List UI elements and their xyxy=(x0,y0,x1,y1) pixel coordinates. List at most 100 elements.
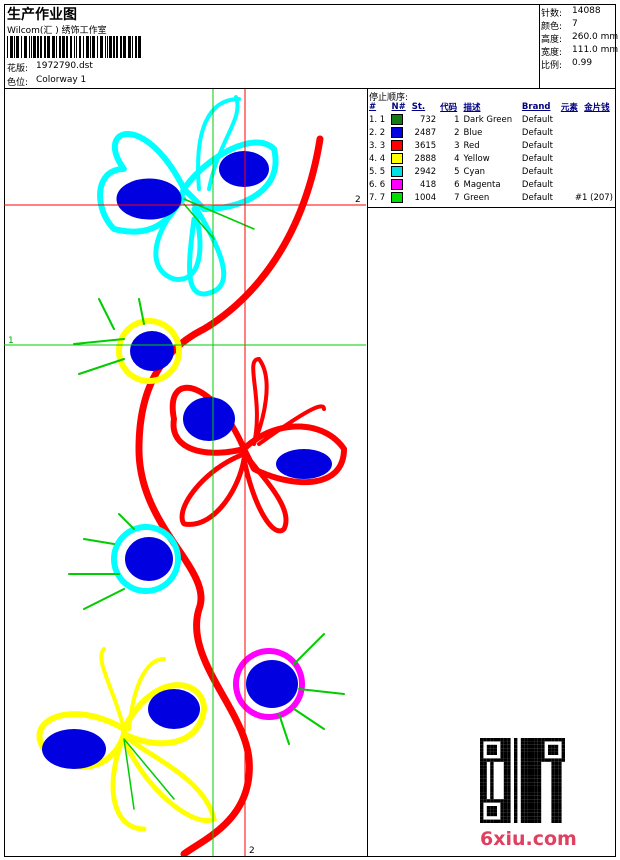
qr-cell xyxy=(490,775,494,779)
qr-cell xyxy=(537,792,542,796)
qr-cell xyxy=(534,809,538,813)
row-index: 3. 3 xyxy=(369,140,386,151)
qr-cell xyxy=(507,738,511,742)
qr-cell xyxy=(527,775,531,779)
color-swatch xyxy=(391,114,404,125)
stitches: 2487 xyxy=(414,127,437,138)
qr-cell xyxy=(558,816,562,820)
qr-cell xyxy=(531,768,535,772)
qr-cell xyxy=(524,775,528,779)
qr-cell xyxy=(507,806,511,810)
qr-cell xyxy=(531,758,535,762)
qr-cell xyxy=(524,761,528,766)
qr-cell xyxy=(483,785,487,789)
qr-cell xyxy=(497,758,501,762)
qr-cell xyxy=(493,751,497,755)
qr-cell xyxy=(554,778,559,783)
barcode-bar xyxy=(33,36,36,58)
qr-cell xyxy=(558,789,562,793)
qr-cell xyxy=(514,799,518,803)
qr-cell xyxy=(483,758,487,762)
barcode-bar xyxy=(74,36,75,58)
barcode-bar xyxy=(109,36,112,58)
qr-cell xyxy=(541,755,545,759)
code: 7 xyxy=(454,192,460,203)
stop-table: # N# St. 代码 描述 Brand 元素 金片钱 1. 1 732 1 Dark Green De… xyxy=(367,101,615,204)
qr-cell xyxy=(524,744,528,749)
qr-cell xyxy=(514,755,518,759)
qr-cell xyxy=(561,744,565,749)
qr-cell xyxy=(561,741,565,745)
frame xyxy=(4,4,616,857)
qr-cell xyxy=(507,744,511,749)
qr-cell xyxy=(514,782,518,786)
qr-cell xyxy=(486,748,491,752)
barcode-bar xyxy=(70,36,72,58)
qr-cell xyxy=(534,751,538,755)
qr-cell xyxy=(537,816,542,820)
qr-cell xyxy=(554,782,559,786)
stitches: 1004 xyxy=(414,192,437,203)
qr-cell xyxy=(541,751,545,755)
qr-cell xyxy=(524,809,528,813)
qr-cell xyxy=(480,792,484,796)
code: 1 xyxy=(454,114,460,125)
qr-cell xyxy=(534,806,538,810)
qr-cell xyxy=(541,741,545,745)
qr-cell xyxy=(507,799,511,803)
qr-cell xyxy=(507,816,511,820)
qr-cell xyxy=(531,819,535,823)
qr-cell xyxy=(524,738,528,742)
qr-cell xyxy=(537,806,542,810)
qr-cell xyxy=(558,802,562,806)
swatch-cell xyxy=(389,165,409,178)
description: Cyan xyxy=(463,166,486,177)
qr-cell xyxy=(558,795,562,800)
qr-cell xyxy=(561,758,565,762)
qr-cell xyxy=(554,772,559,776)
qr-cell xyxy=(490,785,494,789)
qr-cell xyxy=(480,758,484,762)
code: 3 xyxy=(454,140,460,151)
qr-cell xyxy=(520,806,525,810)
qr-cell xyxy=(480,775,484,779)
qr-cell xyxy=(551,809,555,813)
qr-cell xyxy=(554,738,559,742)
qr-cell xyxy=(548,758,552,762)
qr-cell xyxy=(558,809,562,813)
barcode-bar xyxy=(44,36,46,58)
barcode-bar xyxy=(107,36,108,58)
qr-cell xyxy=(520,819,525,823)
column-header: # xyxy=(369,102,377,112)
qr-cell xyxy=(507,758,511,762)
qr-cell xyxy=(554,768,559,772)
qr-cell xyxy=(483,778,487,783)
barcode-bar xyxy=(116,36,118,58)
stat-value: 14088 xyxy=(572,6,601,16)
qr-cell xyxy=(514,768,518,772)
swatch-cell xyxy=(389,178,409,191)
qr-cell xyxy=(497,819,501,823)
color-swatch xyxy=(391,192,404,203)
qr-cell xyxy=(527,819,531,823)
qr-cell xyxy=(500,806,504,810)
description: Blue xyxy=(463,127,483,138)
qr-cell xyxy=(480,744,484,749)
barcode-bar xyxy=(62,36,65,58)
row-index: 6. 6 xyxy=(369,179,386,190)
qr-cell xyxy=(483,761,487,766)
qr-cell xyxy=(514,744,518,749)
qr-cell xyxy=(503,761,508,766)
qr-cell xyxy=(534,772,538,776)
qr-cell xyxy=(507,772,511,776)
qr-cell xyxy=(500,755,504,759)
qr-cell xyxy=(537,765,542,769)
qr-cell xyxy=(554,812,559,817)
qr-cell xyxy=(551,816,555,820)
barcode-bar xyxy=(16,36,19,58)
qr-cell xyxy=(551,768,555,772)
code: 2 xyxy=(454,127,460,138)
qr-cell xyxy=(534,816,538,820)
qr-cell xyxy=(551,738,555,742)
qr-cell xyxy=(480,748,484,752)
